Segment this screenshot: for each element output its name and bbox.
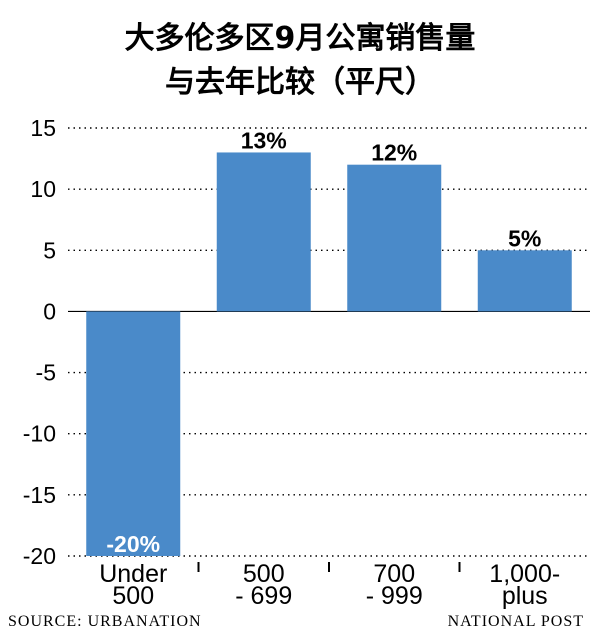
data-label: -20%: [106, 531, 160, 557]
credit-label: NATIONAL POST: [448, 613, 584, 630]
data-label: 12%: [371, 140, 417, 166]
y-tick-label: -5: [36, 360, 56, 386]
category-label: - 999: [366, 582, 423, 610]
y-tick-label: 0: [43, 298, 56, 324]
bar-4: [477, 250, 572, 312]
y-tick-label: -15: [23, 482, 56, 508]
category-label: 500: [243, 560, 285, 588]
category-label: Under: [99, 560, 167, 588]
category-label: 500: [112, 582, 154, 610]
data-label: 5%: [508, 225, 541, 251]
bar-1: [86, 311, 181, 556]
chart-title: 大多伦多区9月公寓销售量: [125, 21, 476, 56]
y-tick-label: 15: [30, 115, 56, 141]
category-label: 1,000-: [489, 560, 560, 588]
y-tick-label: 5: [43, 237, 56, 263]
bar-2: [216, 152, 311, 312]
chart-subtitle: 与去年比较（平尺）: [165, 65, 435, 100]
bar-3: [347, 164, 442, 312]
y-tick-label: -10: [23, 421, 56, 447]
category-label: plus: [502, 582, 548, 610]
category-label: - 699: [235, 582, 292, 610]
data-label: 13%: [241, 127, 287, 153]
y-tick-label: 10: [30, 176, 56, 202]
category-label: 700: [373, 560, 415, 588]
y-tick-label: -20: [23, 543, 56, 569]
source-label: SOURCE: URBANATION: [8, 613, 202, 630]
